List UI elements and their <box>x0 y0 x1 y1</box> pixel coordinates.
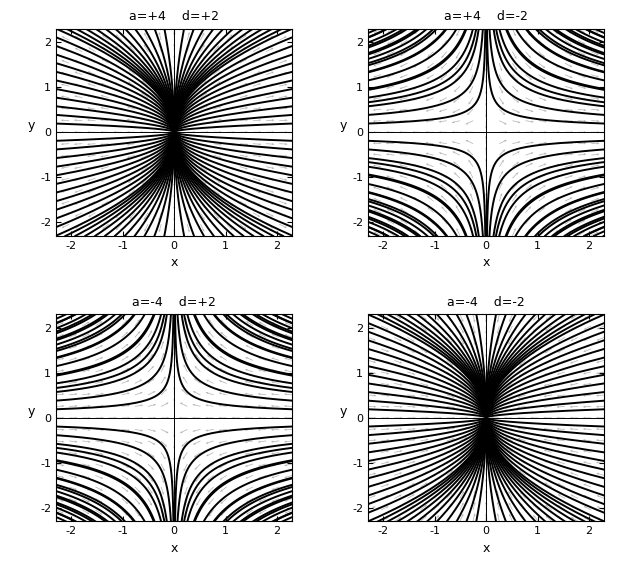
X-axis label: x: x <box>482 542 490 555</box>
Y-axis label: y: y <box>28 405 36 418</box>
Title: a=+4    d=+2: a=+4 d=+2 <box>129 10 219 23</box>
Title: a=-4    d=+2: a=-4 d=+2 <box>132 296 216 309</box>
Y-axis label: y: y <box>340 119 348 132</box>
X-axis label: x: x <box>171 256 178 269</box>
Title: a=-4    d=-2: a=-4 d=-2 <box>447 296 525 309</box>
X-axis label: x: x <box>482 256 490 269</box>
Y-axis label: y: y <box>340 405 348 418</box>
X-axis label: x: x <box>171 542 178 555</box>
Title: a=+4    d=-2: a=+4 d=-2 <box>444 10 528 23</box>
Y-axis label: y: y <box>28 119 36 132</box>
